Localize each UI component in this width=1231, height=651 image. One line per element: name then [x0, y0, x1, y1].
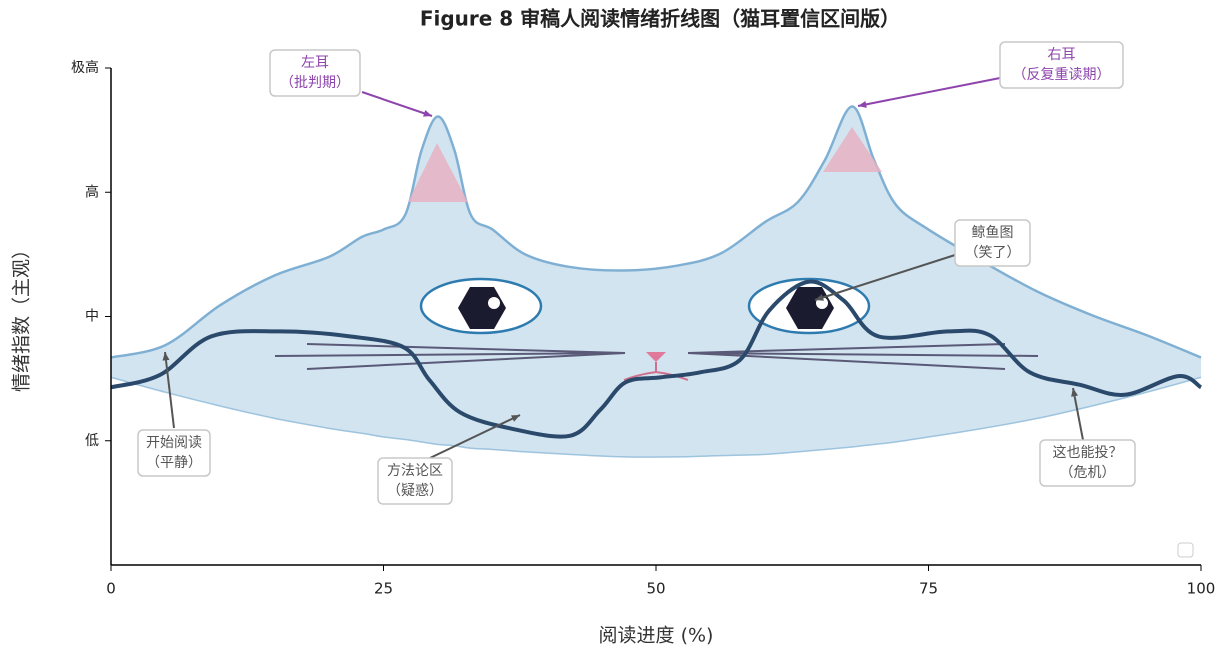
- whiskers: [274, 343, 1039, 370]
- annotation-box: [999, 41, 1124, 89]
- annotation-text: 方法论区: [387, 463, 443, 479]
- arrow-head: [1071, 388, 1079, 397]
- annotation-text: （反复重读期）: [1013, 66, 1111, 83]
- annotation-text: 开始阅读: [146, 434, 202, 451]
- arrow-head: [858, 100, 867, 108]
- chart-title: Figure 8 审稿人阅读情绪折线图（猫耳置信区间版）: [420, 7, 900, 31]
- annotation-arrow: [164, 351, 175, 429]
- left-eye-glint: [488, 297, 500, 309]
- annotation-text: 鲸鱼图: [972, 224, 1014, 241]
- annotation-text: （笑了）: [965, 245, 1021, 261]
- annotation-arrow: [1072, 387, 1084, 441]
- x-tick-label: 100: [1187, 580, 1216, 598]
- y-axis-label: 情绪指数（主观）: [11, 240, 33, 392]
- annotation-arrow: [361, 91, 433, 117]
- x-tick-label: 25: [374, 580, 393, 598]
- arrow-head: [162, 352, 170, 361]
- confidence-band: [111, 106, 1201, 458]
- annotation-arrow: [814, 254, 956, 301]
- arrow-head: [511, 415, 520, 422]
- annotation-arrow: [857, 77, 1001, 107]
- x-tick-label: 50: [646, 580, 665, 598]
- band-upper: [110, 105, 1202, 359]
- annotation-text: （平静）: [146, 455, 202, 471]
- annotation-text: （疑惑）: [387, 483, 443, 499]
- annotation-box: [1039, 439, 1136, 487]
- whisker: [687, 343, 1006, 354]
- arrow-head: [815, 294, 824, 301]
- annotation-text: （危机）: [1060, 465, 1116, 481]
- annotation-box: [269, 49, 361, 97]
- left-ear-inner: [408, 143, 468, 202]
- right-ear-inner: [823, 127, 882, 172]
- whisker: [306, 343, 626, 354]
- band-lower: [110, 376, 1202, 458]
- band-layer: [110, 105, 1202, 458]
- annotation-text: 这也能投？: [1053, 444, 1123, 461]
- annotation-text: （批判期）: [280, 75, 350, 91]
- annotation-arrow: [429, 414, 521, 459]
- annotation-box: [137, 429, 211, 477]
- y-tick-label: 低: [85, 433, 99, 449]
- x-axis-label: 阅读进度 (%): [599, 625, 714, 647]
- whisker: [687, 352, 1006, 370]
- whisker: [306, 352, 626, 370]
- whisker: [274, 352, 626, 357]
- annotation-box: [377, 457, 453, 505]
- line: [110, 279, 1203, 439]
- arrow-head: [423, 109, 432, 117]
- nose: [646, 352, 666, 362]
- annotation-box: [954, 219, 1031, 267]
- y-tick-label: 高: [85, 183, 99, 200]
- x-tick-label: 0: [106, 580, 116, 598]
- annotation-text: 左耳: [301, 55, 329, 71]
- front-layer: 左耳 （批判期） 右耳 （反复重读期） 鲸鱼图 （笑了） 开始阅读 （平静） 方法论区 （疑惑） 这…: [110, 41, 1203, 505]
- y-tick-label: 极高: [71, 59, 99, 76]
- y-tick-label: 中: [85, 309, 99, 325]
- annotation-text: 右耳: [1048, 47, 1076, 63]
- x-tick-label: 75: [919, 580, 938, 598]
- legend: [1177, 542, 1194, 558]
